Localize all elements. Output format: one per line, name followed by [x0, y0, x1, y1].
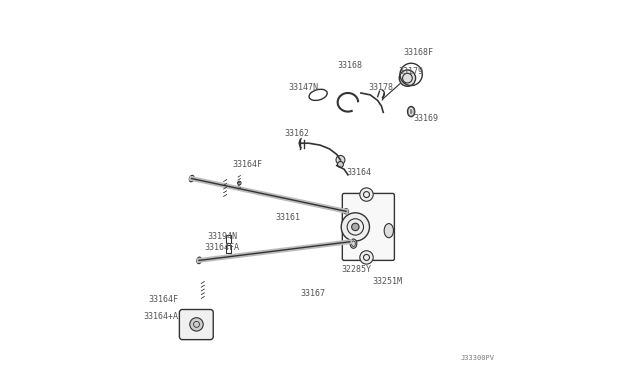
Circle shape [351, 223, 359, 231]
Bar [227, 245, 231, 253]
Text: 33178: 33178 [369, 83, 394, 92]
Ellipse shape [197, 257, 202, 264]
Circle shape [360, 251, 373, 264]
Ellipse shape [408, 106, 415, 117]
Text: 33162: 33162 [284, 129, 309, 138]
Text: 33194N: 33194N [207, 232, 237, 241]
Text: 33164+A: 33164+A [143, 312, 178, 321]
Circle shape [237, 181, 241, 185]
Text: 33251M: 33251M [372, 278, 402, 286]
Text: 33168: 33168 [338, 61, 363, 70]
Text: 33164: 33164 [346, 169, 371, 177]
Circle shape [344, 209, 349, 214]
Text: 33167: 33167 [301, 289, 326, 298]
Circle shape [341, 213, 369, 241]
Circle shape [360, 188, 373, 201]
Text: 33164F: 33164F [232, 160, 262, 169]
FancyBboxPatch shape [342, 193, 394, 260]
Text: 33147N: 33147N [289, 83, 318, 92]
Text: 33161: 33161 [275, 213, 300, 222]
Circle shape [337, 161, 344, 167]
Text: 33168F: 33168F [404, 48, 434, 57]
Circle shape [336, 155, 345, 164]
Text: J33300PV: J33300PV [461, 355, 495, 361]
Text: 33164FA: 33164FA [205, 243, 240, 252]
Text: 33179: 33179 [398, 67, 423, 76]
Ellipse shape [384, 224, 394, 238]
Text: 33164F: 33164F [148, 295, 179, 304]
Bar [227, 235, 231, 243]
Ellipse shape [350, 239, 357, 248]
Circle shape [190, 318, 203, 331]
Text: 32285Y: 32285Y [342, 265, 372, 274]
Ellipse shape [189, 175, 194, 182]
FancyBboxPatch shape [179, 310, 213, 340]
Text: 33169: 33169 [413, 114, 438, 123]
Circle shape [399, 70, 415, 86]
